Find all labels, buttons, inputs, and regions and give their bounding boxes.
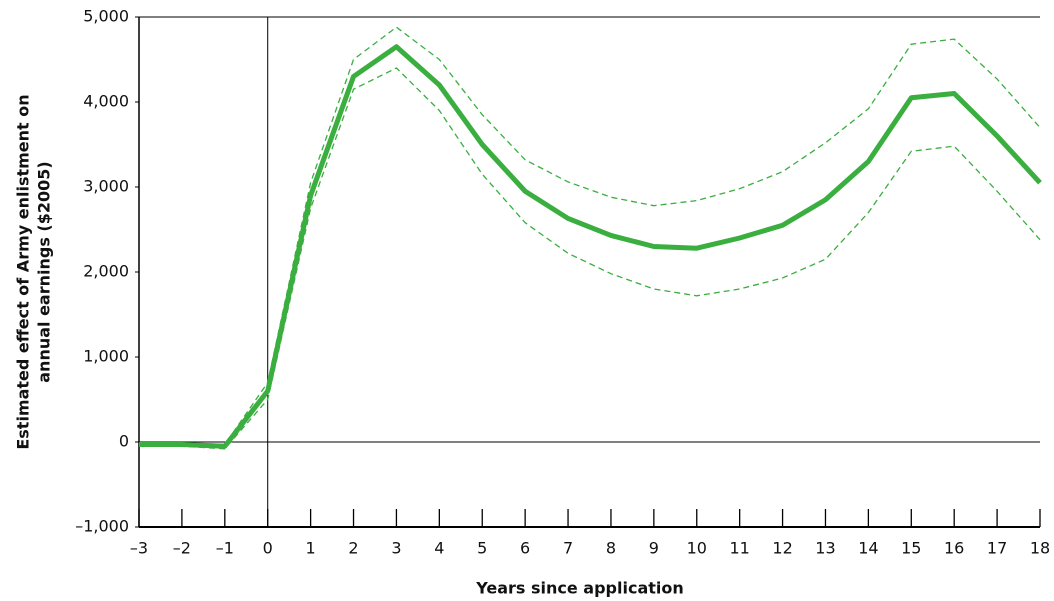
estimate-line <box>139 44 1042 449</box>
x-tick-label: 12 <box>772 539 792 558</box>
y-tick-label: –1,000 <box>75 517 129 536</box>
x-tick-label: 8 <box>606 539 616 558</box>
x-axis-title: Years since application <box>475 579 684 598</box>
x-tick-label: 7 <box>563 539 573 558</box>
y-tick-label: 2,000 <box>83 262 129 281</box>
x-tick-label: 10 <box>687 539 707 558</box>
y-tick-label: 5,000 <box>83 7 129 26</box>
y-tick-label: 1,000 <box>83 347 129 366</box>
confidence-line <box>139 67 1041 450</box>
y-axis-title-line: annual earnings ($2005) <box>35 161 54 382</box>
y-tick-label: 3,000 <box>83 177 129 196</box>
x-tick-label: 2 <box>348 539 358 558</box>
y-tick-label: 4,000 <box>83 92 129 111</box>
x-tick-label: 9 <box>649 539 659 558</box>
x-tick-label: 4 <box>434 539 444 558</box>
x-tick-label: 1 <box>306 539 316 558</box>
x-tick-label: 0 <box>263 539 273 558</box>
x-tick-label: 17 <box>987 539 1007 558</box>
x-tick-label: 6 <box>520 539 530 558</box>
x-tick-label: 3 <box>391 539 401 558</box>
x-tick-label: 14 <box>858 539 878 558</box>
x-tick-label: 11 <box>729 539 749 558</box>
x-tick-label: 18 <box>1030 539 1050 558</box>
y-axis-title: Estimated effect of Army enlistment on a… <box>14 94 54 449</box>
x-tick-label: –2 <box>173 539 191 558</box>
x-tick-label: 15 <box>901 539 921 558</box>
x-tick-label: –1 <box>216 539 234 558</box>
x-tick-label: –3 <box>130 539 148 558</box>
x-tick-label: 13 <box>815 539 835 558</box>
x-tick-label: 5 <box>477 539 487 558</box>
x-tick-label: 16 <box>944 539 964 558</box>
y-axis-title-line: Estimated effect of Army enlistment on <box>14 94 33 449</box>
confidence-line <box>139 26 1041 446</box>
y-tick-label: 0 <box>119 432 129 451</box>
